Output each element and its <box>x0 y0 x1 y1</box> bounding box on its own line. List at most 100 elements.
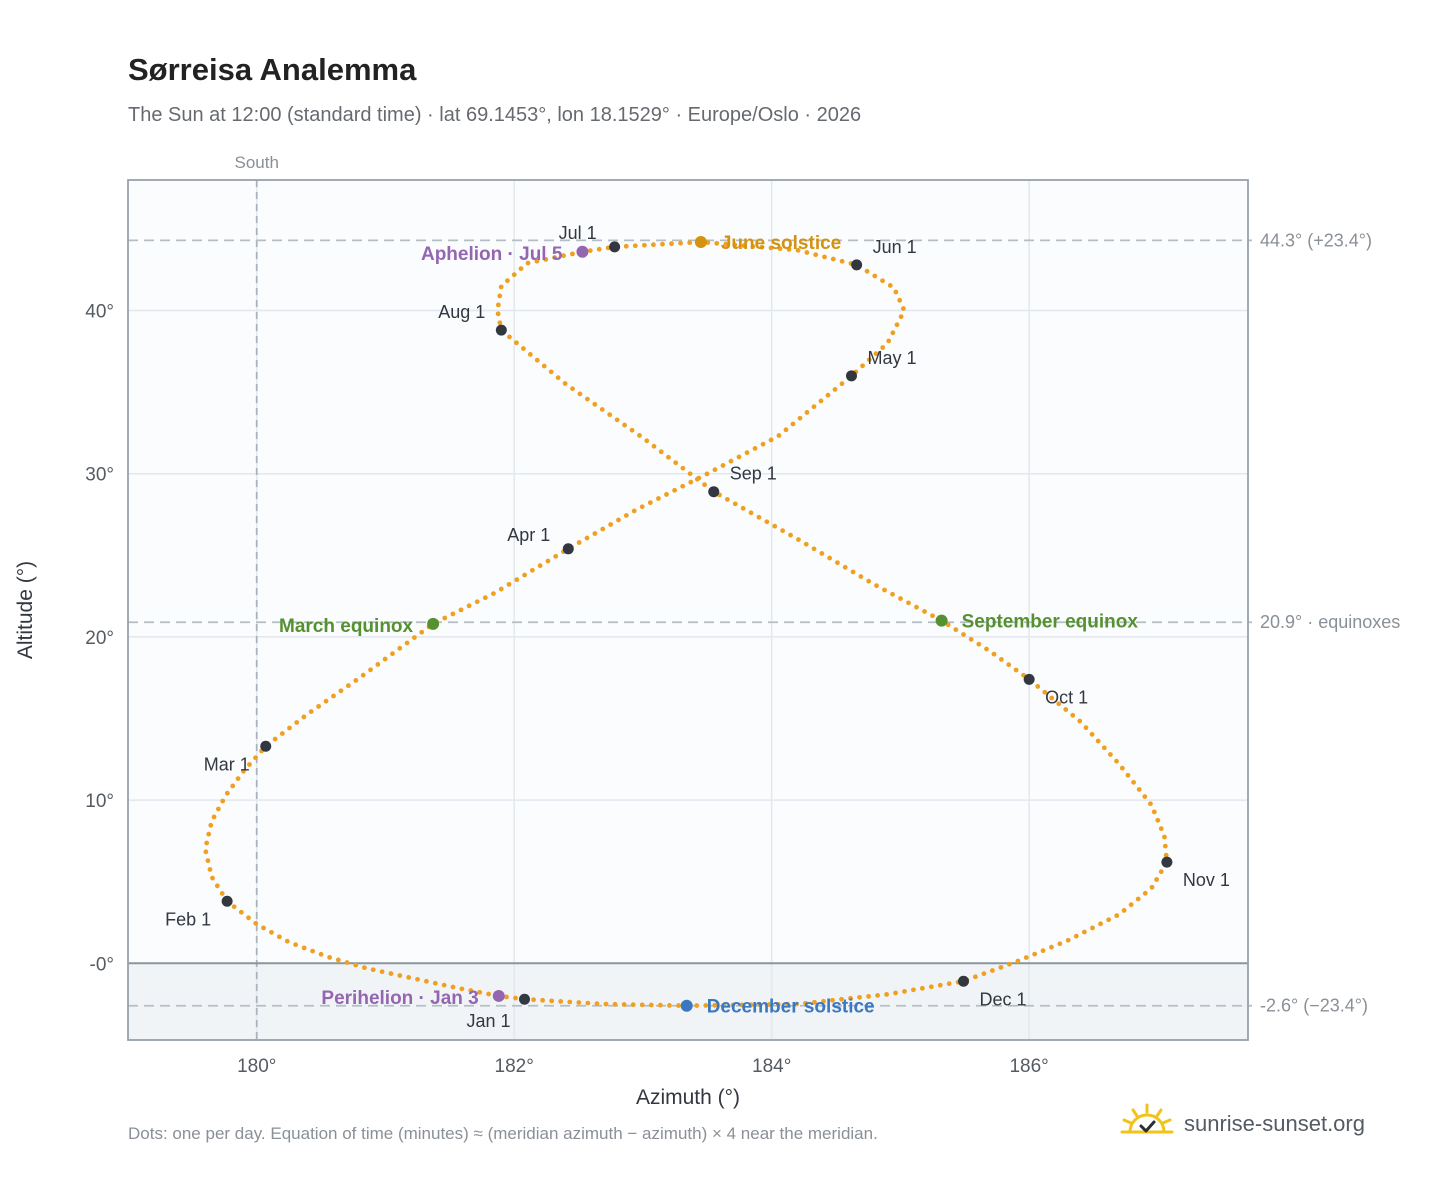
daily-sun-dot <box>760 441 766 447</box>
daily-sun-dot <box>748 510 754 516</box>
brand-link[interactable]: sunrise-sunset.org <box>1120 1102 1365 1146</box>
daily-sun-dot <box>570 251 575 257</box>
y-axis-label: Altitude (°) <box>14 561 37 659</box>
month-label: Jul 1 <box>559 223 597 243</box>
daily-sun-dot <box>623 243 629 249</box>
month-label: Feb 1 <box>165 909 211 929</box>
daily-sun-dot <box>1162 843 1168 849</box>
daily-sun-dot <box>279 731 285 736</box>
month-label: Aug 1 <box>438 302 485 322</box>
daily-sun-dot <box>825 392 831 398</box>
daily-sun-dot <box>961 632 966 637</box>
daily-sun-dot <box>318 951 324 957</box>
daily-sun-dot <box>1101 745 1107 751</box>
daily-sun-dot <box>558 999 564 1004</box>
daily-sun-dot <box>886 338 892 344</box>
month-marker <box>260 740 272 752</box>
daily-sun-dot <box>630 1002 636 1008</box>
daily-sun-dot <box>984 646 989 652</box>
daily-sun-dot <box>1013 667 1019 673</box>
daily-sun-dot <box>495 302 501 308</box>
daily-sun-dot <box>614 417 620 423</box>
daily-sun-dot <box>712 467 718 473</box>
daily-sun-dot <box>687 240 693 246</box>
daily-sun-dot <box>621 1002 627 1007</box>
daily-sun-dot <box>669 241 674 247</box>
daily-sun-dot <box>748 1002 754 1008</box>
daily-sun-dot <box>723 241 729 247</box>
daily-sun-dot <box>323 698 329 704</box>
daily-sun-dot <box>637 433 642 438</box>
daily-sun-dot <box>514 577 520 583</box>
daily-sun-dot <box>534 258 540 264</box>
y-tick-label: 20° <box>85 628 114 649</box>
daily-sun-dot <box>592 401 598 407</box>
daily-sun-dot <box>1065 937 1071 943</box>
daily-sun-dot <box>902 988 907 994</box>
daily-sun-dot <box>552 255 558 260</box>
daily-sun-dot <box>507 334 512 340</box>
daily-sun-dot <box>880 345 886 350</box>
daily-sun-dot <box>253 920 259 926</box>
daily-sun-dot <box>1023 955 1029 960</box>
month-label: May 1 <box>867 348 916 368</box>
daily-sun-dot <box>882 587 887 593</box>
daily-sun-dot <box>548 369 554 375</box>
daily-sun-dot <box>647 500 653 506</box>
daily-sun-dot <box>203 849 209 855</box>
daily-sun-dot <box>520 346 526 351</box>
daily-sun-dot <box>1125 772 1131 778</box>
daily-sun-dot <box>608 522 614 527</box>
daily-sun-dot <box>1151 809 1157 815</box>
daily-sun-dot <box>830 256 836 262</box>
plot-area <box>128 180 1248 964</box>
daily-sun-dot <box>1158 869 1164 875</box>
daily-sun-dot <box>419 629 425 635</box>
daily-sun-dot <box>272 736 278 742</box>
daily-sun-dot <box>848 995 853 1001</box>
y-tick-label: -0° <box>90 954 115 975</box>
daily-sun-dot <box>584 535 590 541</box>
daily-sun-dot <box>344 960 350 965</box>
daily-sun-dot <box>335 957 341 963</box>
daily-sun-dot <box>1035 684 1041 689</box>
daily-sun-dot <box>990 968 995 973</box>
daily-sun-dot <box>599 407 605 412</box>
reference-line-label: 44.3° (+23.4°) <box>1260 230 1372 250</box>
event-label: June solstice <box>721 233 841 254</box>
brand-name: sunrise-sunset.org <box>1184 1111 1365 1136</box>
event-label: December solstice <box>707 997 875 1018</box>
daily-sun-dot <box>732 501 738 507</box>
daily-sun-dot <box>632 243 638 249</box>
daily-sun-dot <box>527 351 533 357</box>
x-tick-label: 184° <box>752 1056 791 1077</box>
daily-sun-dot <box>803 1000 808 1006</box>
month-marker <box>1161 856 1173 868</box>
daily-sun-dot <box>316 703 322 709</box>
daily-sun-dot <box>629 427 635 433</box>
daily-sun-dot <box>766 1002 772 1007</box>
y-tick-label: 10° <box>85 791 114 812</box>
sun-check-icon <box>1120 1103 1174 1134</box>
daily-sun-dot <box>1106 917 1112 923</box>
daily-sun-dot <box>261 925 266 931</box>
daily-sun-dot <box>545 558 551 564</box>
daily-sun-dot <box>345 683 351 689</box>
daily-sun-dot <box>276 934 282 940</box>
daily-sun-dot <box>511 272 517 278</box>
daily-sun-dot <box>741 243 747 249</box>
daily-sun-dot <box>411 635 417 641</box>
x-tick-label: 182° <box>495 1056 534 1077</box>
daily-sun-dot <box>893 289 899 295</box>
daily-sun-dot <box>775 1001 781 1007</box>
daily-sun-dot <box>678 240 683 246</box>
daily-sun-dot <box>498 284 504 290</box>
daily-sun-dot <box>930 613 935 619</box>
daily-sun-dot <box>827 555 833 561</box>
daily-sun-dot <box>567 999 573 1005</box>
daily-sun-dot <box>362 965 367 971</box>
daily-sun-dot <box>657 1002 663 1008</box>
daily-sun-dot <box>651 443 657 449</box>
x-tick-label: 180° <box>237 1056 276 1077</box>
